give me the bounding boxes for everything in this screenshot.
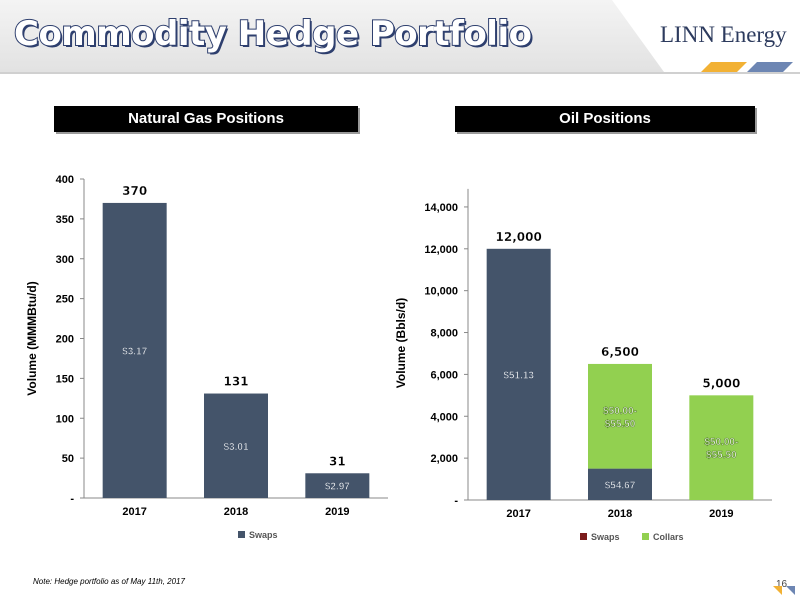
gas-total-label: 370	[122, 184, 147, 198]
oil-y-tick-label: 12,000	[424, 244, 458, 256]
gas-y-tick-label: 400	[56, 174, 74, 186]
oil-legend-label: Swaps	[591, 532, 620, 542]
gas-legend-swatch	[238, 531, 245, 538]
oil-bar-value-label: $50.00-$55.50	[704, 437, 738, 461]
oil-category-label: 2019	[709, 508, 733, 520]
oil-total-label: 12,000	[496, 230, 542, 244]
oil-y-tick-label: 2,000	[430, 453, 458, 465]
header-divider	[0, 72, 800, 74]
oil-y-tick-label: 14,000	[424, 202, 458, 214]
oil-y-tick-label: 6,000	[430, 369, 458, 381]
oil-category-label: 2018	[608, 508, 632, 520]
gas-legend-label: Swaps	[249, 530, 278, 540]
oil-bar-collars	[588, 363, 652, 469]
oil-total-label: 6,500	[601, 345, 639, 359]
gas-y-tick-label: 50	[62, 453, 74, 465]
oil-legend-label: Collars	[653, 532, 684, 542]
footnote: Note: Hedge portfolio as of May 11th, 20…	[33, 577, 185, 586]
oil-y-axis-label: Volume (Bbls/d)	[394, 298, 408, 388]
gas-y-tick-label: 250	[56, 294, 74, 306]
gas-bar-swaps	[305, 473, 370, 498]
oil-legend-swatch	[580, 533, 587, 540]
gas-panel-title: Natural Gas Positions	[54, 106, 358, 132]
oil-bar-value-label: $50.00-$55.50	[603, 406, 637, 430]
gas-bar-value-label: $3.01	[223, 442, 248, 453]
gas-bar-swaps	[204, 393, 268, 498]
oil-y-tick-label: 10,000	[424, 286, 458, 298]
gas-y-tick-label: 150	[56, 373, 74, 385]
oil-bar-swaps	[588, 468, 652, 500]
oil-panel-title: Oil Positions	[455, 106, 755, 132]
gas-bar-swaps	[102, 202, 167, 499]
gas-category-label: 2019	[325, 506, 349, 518]
gas-y-tick-label: 300	[56, 254, 74, 266]
oil-bar-collars	[689, 395, 754, 500]
oil-bar-value-label: $51.13	[503, 370, 534, 381]
oil-category-label: 2017	[506, 508, 530, 520]
gas-category-label: 2018	[224, 506, 248, 518]
gas-y-tick-label: -	[70, 493, 74, 505]
oil-y-tick-label: -	[454, 495, 458, 507]
gas-total-label: 31	[329, 454, 346, 468]
oil-y-tick-label: 8,000	[430, 328, 458, 340]
oil-total-label: 5,000	[702, 376, 740, 390]
gas-y-axis-label: Volume (MMMBtu/d)	[25, 281, 39, 395]
page-number: 16	[776, 579, 788, 590]
gas-bar-value-label: $3.17	[122, 346, 147, 357]
page-title: Commodity Hedge Portfolio	[13, 13, 533, 55]
gas-total-label: 131	[223, 375, 248, 389]
oil-y-tick-label: 4,000	[430, 411, 458, 423]
corner-mark-blue	[786, 586, 795, 595]
company-logo: LINN Energy	[660, 22, 787, 47]
oil-legend-swatch	[642, 533, 649, 540]
gas-y-tick-label: 200	[56, 334, 74, 346]
gas-bar-value-label: $2.97	[325, 482, 350, 493]
corner-mark-gold	[773, 586, 782, 595]
gas-y-tick-label: 350	[56, 214, 74, 226]
gas-category-label: 2017	[122, 506, 146, 518]
gas-y-tick-label: 100	[56, 413, 74, 425]
oil-bar-value-label: $54.67	[605, 480, 636, 491]
oil-bar-swaps	[486, 248, 551, 500]
